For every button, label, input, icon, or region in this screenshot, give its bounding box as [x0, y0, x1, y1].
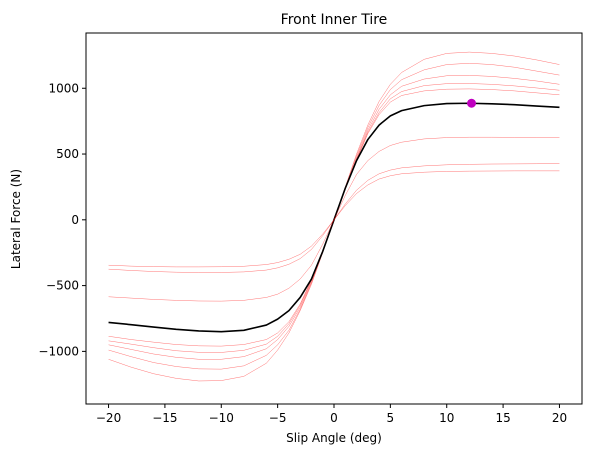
y-tick-label: −500 [46, 279, 79, 293]
x-tick-label: 10 [439, 411, 454, 425]
y-tick-label: 500 [56, 147, 79, 161]
y-axis-label: Lateral Force (N) [9, 169, 23, 269]
x-tick-label: 20 [552, 411, 567, 425]
y-tick-label: −1000 [38, 344, 79, 358]
chart-title: Front Inner Tire [281, 12, 388, 28]
x-tick-label: −20 [96, 411, 121, 425]
x-tick-label: 5 [387, 411, 395, 425]
x-tick-label: 15 [495, 411, 510, 425]
peak-marker-point [467, 98, 477, 108]
plot-area: −20 −15 −10 −5 0 5 10 15 20 −1000 −500 0 500 1000 [38, 32, 583, 425]
x-tick-label: −15 [152, 411, 177, 425]
x-tick-label: 0 [330, 411, 338, 425]
x-tick-label: −5 [269, 411, 287, 425]
x-axis-label: Slip Angle (deg) [286, 431, 382, 445]
y-tick-label: 1000 [48, 81, 79, 95]
series-line-9 [108, 170, 560, 268]
y-tick-label: 0 [71, 213, 79, 227]
x-tick-label: −10 [209, 411, 234, 425]
